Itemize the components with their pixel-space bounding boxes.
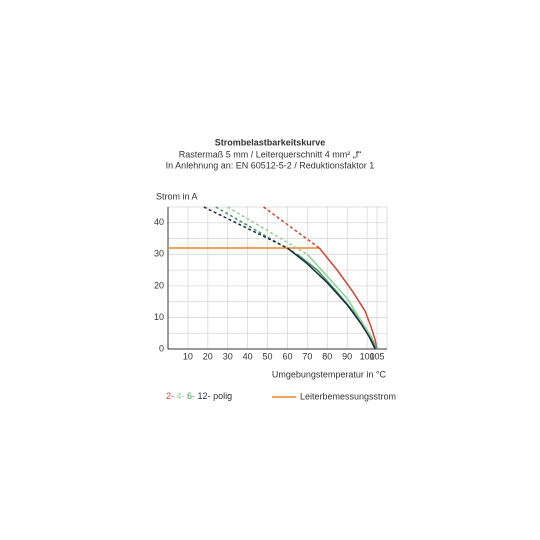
y-tick-label: 0 [159,343,164,353]
legend-label: 2- [166,391,177,401]
plot-frame [167,206,388,350]
x-tick-label: 20 [203,351,213,361]
legend: 2- 4- 6- 12- polig [166,391,232,401]
series-line [286,247,376,350]
y-tick-label: 10 [154,312,164,322]
x-tick-label: 105 [370,351,385,361]
x-tick-label: 50 [263,351,273,361]
x-tick-label: 100 [360,351,375,361]
chart-subtitle: Rastermaß 5 mm / Leiterquerschnitt 4 mm²… [179,149,362,159]
projection-line [263,206,320,249]
legend-label: Leiterbemessungsstrom [300,391,396,401]
projection-line [203,206,288,249]
legend-label: 4- [177,391,188,401]
series-line [306,253,378,350]
series-line [318,247,378,350]
x-tick-label: 30 [223,351,233,361]
legend-label: polig [213,391,232,401]
legend-label: 6- [187,391,198,401]
y-tick-label: 20 [154,280,164,290]
x-axis-label: Umgebungstemperatur in °C [272,369,387,379]
chart-title: Strombelastbarkeitskurve [215,137,326,147]
x-tick-label: 10 [183,351,193,361]
projection-line [227,206,308,255]
y-tick-label: 40 [154,217,164,227]
y-tick-label: 30 [154,249,164,259]
x-tick-label: 90 [342,351,352,361]
legend-label: 12- [198,391,214,401]
x-tick-label: 40 [243,351,253,361]
x-tick-label: 70 [302,351,312,361]
chart-subtitle: In Anlehnung an: EN 60512-5-2 / Reduktio… [166,160,375,170]
x-tick-label: 60 [282,351,292,361]
y-axis-label: Strom in A [156,191,198,201]
x-tick-label: 80 [322,351,332,361]
series-line [296,253,378,350]
